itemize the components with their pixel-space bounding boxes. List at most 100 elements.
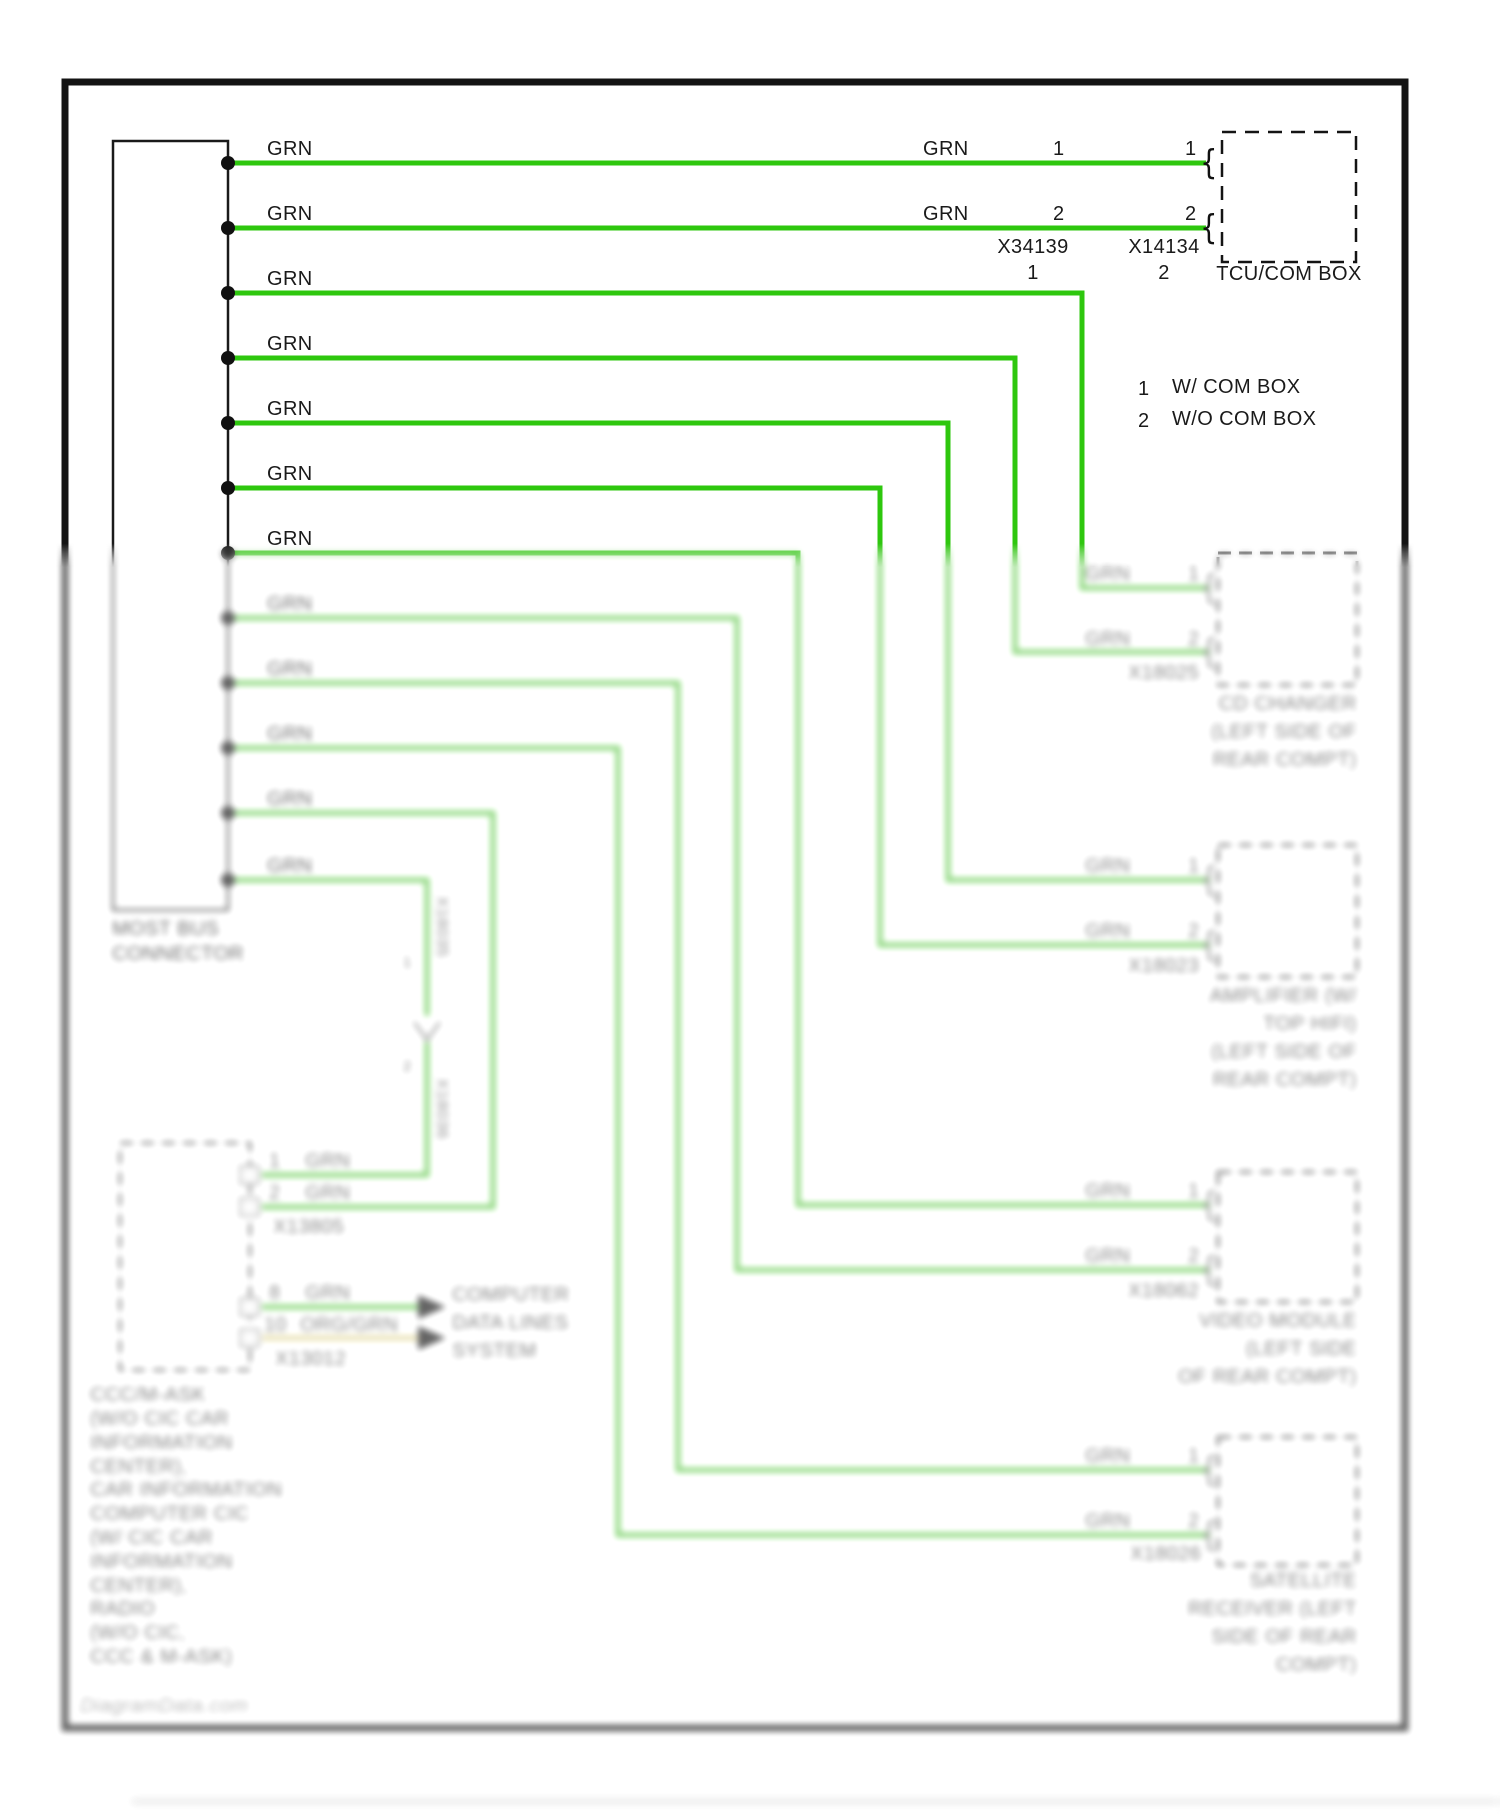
inline-connector-label: X18035 (433, 896, 452, 958)
box-pin-number: 1 (1188, 1445, 1200, 1467)
bus-connector-label: CONNECTOR (112, 943, 245, 965)
head-unit-pin-number: 2 (269, 1182, 281, 1204)
connector-brace-icon: { (1200, 1450, 1218, 1490)
head-unit-connector-label: X13012 (275, 1348, 347, 1370)
wire-grn-3 (228, 290, 1210, 591)
tcu-pin-number: 1 (1185, 138, 1197, 160)
box-label-line: SATELLITE (1249, 1570, 1357, 1592)
box-pin-number: 1 (1188, 1180, 1200, 1202)
video-module-box (1216, 1170, 1359, 1304)
connector-brace-icon: { (1200, 860, 1218, 900)
module-name-line: (W/ CIC CAR (90, 1527, 214, 1549)
wire-grn-4 (228, 355, 1210, 655)
wire-color-label: GRN (923, 138, 969, 160)
box-label-line: CD CHANGER (1218, 693, 1357, 715)
wire-color-label: GRN (1085, 1245, 1131, 1267)
arrow-icon (418, 1295, 446, 1319)
tcu-com-box (1220, 130, 1358, 264)
box-label-line: RECEIVER (LEFT (1188, 1598, 1357, 1620)
data-lines-label: COMPUTER (452, 1284, 570, 1306)
box-label-line: (LEFT SIDE OF (1211, 721, 1357, 743)
box-pin-number: 1 (1188, 563, 1200, 585)
bus-connector-label: MOST BUS (112, 918, 220, 940)
wire-mid-number: 2 (1053, 203, 1065, 225)
legend-text: W/ COM BOX (1172, 376, 1301, 398)
module-name-line: CENTER), (90, 1575, 188, 1597)
wire-color-label: GRN (305, 1182, 351, 1204)
box-pin-number: 1 (1188, 855, 1200, 877)
connector-brace-icon: { (1200, 632, 1218, 672)
wire-grn-12 (228, 877, 430, 1178)
inline-connector-pin: 1 (403, 954, 412, 971)
wire-color-label: GRN (267, 723, 313, 745)
box-connector-label: X18062 (1128, 1280, 1200, 1302)
wire-color-label: GRN (923, 203, 969, 225)
connector-brace-icon: { (1200, 925, 1218, 965)
head-unit-pin-number: 1 (269, 1150, 281, 1172)
wire-color-label: GRN (267, 528, 313, 550)
module-name-line: (W/O CIC, (90, 1622, 186, 1644)
wire-grn-6 (228, 485, 1210, 948)
module-name-line: CENTER), (90, 1456, 188, 1478)
head-unit-pin-number: 10 (264, 1314, 288, 1336)
wire-color-label: GRN (305, 1282, 351, 1304)
wire-color-label: GRN (1085, 563, 1131, 585)
head-unit-pin-number: 8 (269, 1282, 281, 1304)
connector-brace-icon: { (1200, 1250, 1218, 1290)
module-name-line: COMPUTER CIC (90, 1503, 250, 1525)
box-label-line: OF REAR COMPT) (1178, 1366, 1357, 1388)
wire-color-label: GRN (267, 268, 313, 290)
box-label-line: REAR COMPT) (1212, 749, 1357, 771)
module-name-line: CCC & M-ASK) (90, 1646, 233, 1668)
legend-num: 1 (1138, 378, 1150, 400)
wire-color-label: GRN (1085, 628, 1131, 650)
page-edge-shadow (130, 1798, 1500, 1805)
module-name-line: (W/O CIC CAR (90, 1408, 230, 1430)
wire-grn-10 (228, 745, 1210, 1538)
box-pin-number: 2 (1188, 920, 1200, 942)
module-name-line: CCC/M-ASK (90, 1384, 206, 1406)
wire-color-label: GRN (1085, 1510, 1131, 1532)
head-unit-connector-label: X13805 (273, 1216, 345, 1238)
tcu-pin-number: 2 (1185, 203, 1197, 225)
wire-color-label: GRN (1085, 1445, 1131, 1467)
wire-color-label: GRN (267, 788, 313, 810)
module-name-line: CAR INFORMATION (90, 1479, 283, 1501)
wire-color-label: GRN (267, 203, 313, 225)
data-lines-label: SYSTEM (452, 1340, 537, 1362)
box-label-line: COMPT) (1275, 1654, 1357, 1676)
inline-connector-label: X18036 (433, 1078, 452, 1140)
cd-changer-box (1216, 551, 1359, 687)
head-unit-box (118, 1141, 252, 1372)
splice-pin: 2 (1158, 262, 1170, 284)
wire-color-label: GRN (1085, 920, 1131, 942)
connector-brace-icon: { (1200, 568, 1218, 608)
wire-color-label: GRN (267, 138, 313, 160)
box-label-line: REAR COMPT) (1212, 1069, 1357, 1091)
splice-pin: 1 (1027, 262, 1039, 284)
box-label-line: TOP HIFI) (1263, 1013, 1357, 1035)
wire-color-label: GRN (267, 658, 313, 680)
wire-color-label: GRN (305, 1150, 351, 1172)
splice-label: X14134 (1128, 236, 1200, 258)
module-name-line: INFORMATION (90, 1432, 233, 1454)
watermark: DiagramData.com (80, 1695, 249, 1717)
legend-text: W/O COM BOX (1172, 408, 1317, 430)
wire-mid-number: 1 (1053, 138, 1065, 160)
wire-color-label: GRN (1085, 855, 1131, 877)
box-pin-number: 2 (1188, 1245, 1200, 1267)
arrow-icon (418, 1326, 446, 1350)
box-connector-label: X18026 (1130, 1543, 1202, 1565)
wire-color-label: ORG/GRN (300, 1314, 399, 1336)
connector-brace-icon: { (1200, 1515, 1218, 1555)
data-lines-label: DATA LINES (452, 1312, 569, 1334)
wire-color-label: GRN (267, 333, 313, 355)
box-connector-label: X18023 (1128, 955, 1200, 977)
tcu-box-label: TCU/COM BOX (1216, 263, 1362, 285)
wire-color-label: GRN (1085, 1180, 1131, 1202)
box-connector-label: X18025 (1128, 662, 1200, 684)
legend-num: 2 (1138, 410, 1150, 432)
wire-color-label: GRN (267, 593, 313, 615)
box-label-line: SIDE OF REAR (1211, 1626, 1357, 1648)
